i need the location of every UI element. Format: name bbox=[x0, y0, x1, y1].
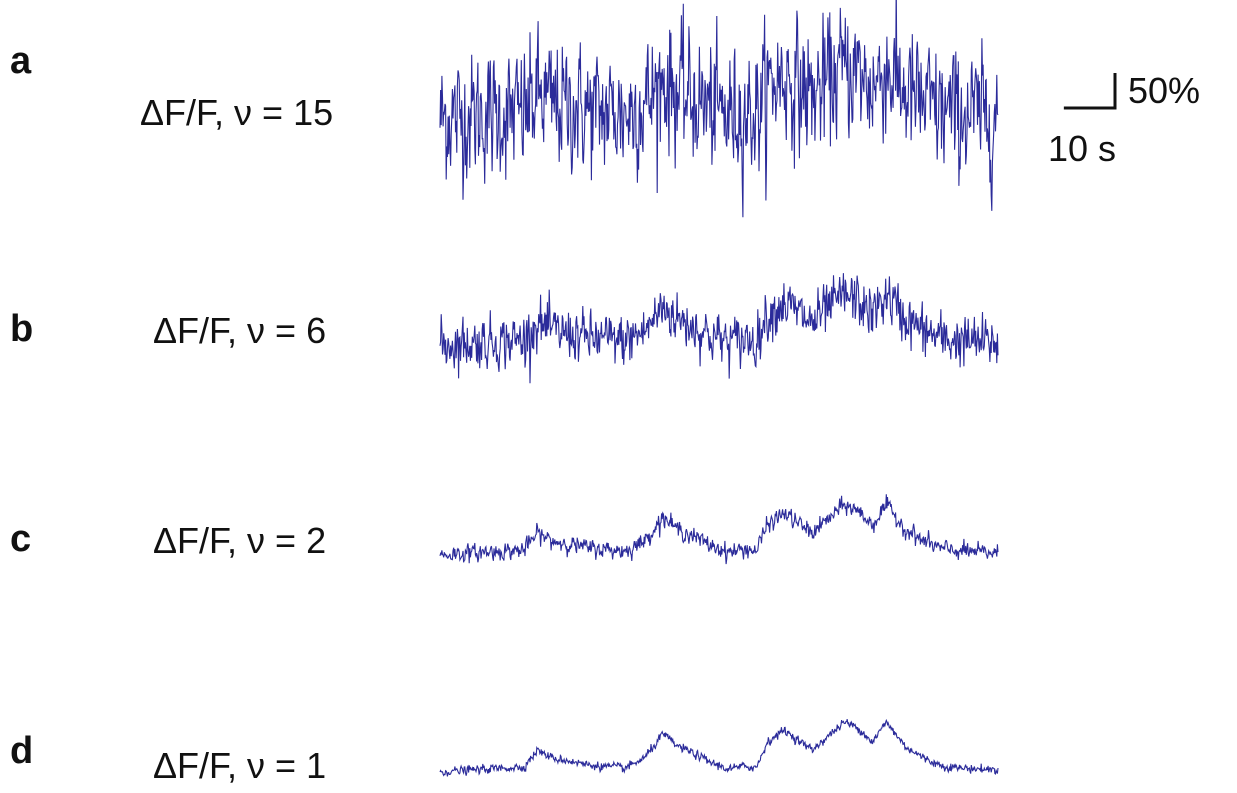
trace-b bbox=[439, 273, 999, 384]
trace-d bbox=[439, 718, 999, 777]
panel-label-a: ΔF/F, ν = 15 bbox=[140, 92, 334, 133]
scale-bar bbox=[1063, 73, 1117, 110]
panel-letter-a: a bbox=[10, 40, 32, 82]
panel-label-d: ΔF/F, ν = 1 bbox=[153, 745, 327, 786]
scale-bar-x-label: 10 s bbox=[1048, 128, 1117, 169]
scale-bar-y-label: 50% bbox=[1128, 70, 1201, 111]
trace-a bbox=[439, 0, 999, 218]
panel-label-c: ΔF/F, ν = 2 bbox=[153, 520, 327, 561]
trace-c bbox=[439, 494, 999, 565]
panel-label-b: ΔF/F, ν = 6 bbox=[153, 310, 327, 351]
panel-letter-c: c bbox=[10, 518, 32, 560]
panel-letter-d: d bbox=[10, 730, 34, 772]
panel-letter-b: b bbox=[10, 308, 34, 350]
